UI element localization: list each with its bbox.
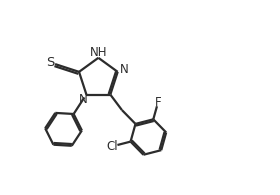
- Text: F: F: [155, 96, 161, 109]
- Text: NH: NH: [90, 46, 107, 59]
- Text: N: N: [119, 63, 128, 76]
- Text: Cl: Cl: [106, 140, 118, 153]
- Text: S: S: [46, 56, 55, 69]
- Text: N: N: [78, 93, 87, 106]
